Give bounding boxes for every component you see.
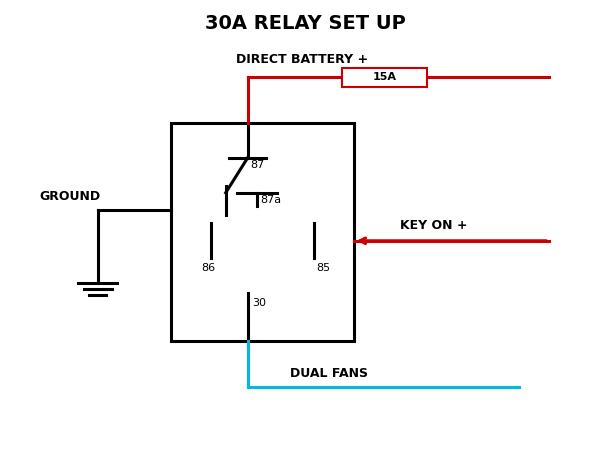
Text: 15A: 15A <box>372 72 396 82</box>
Text: 30A RELAY SET UP: 30A RELAY SET UP <box>204 14 406 33</box>
Text: DUAL FANS: DUAL FANS <box>290 367 368 380</box>
Text: 86: 86 <box>201 263 215 273</box>
Text: 85: 85 <box>317 263 331 273</box>
Text: KEY ON +: KEY ON + <box>400 219 467 232</box>
Bar <box>171 123 354 341</box>
Text: 30: 30 <box>253 298 267 308</box>
Text: 87a: 87a <box>260 195 281 205</box>
Bar <box>342 68 427 87</box>
Text: GROUND: GROUND <box>40 190 101 203</box>
Text: DIRECT BATTERY +: DIRECT BATTERY + <box>236 53 368 66</box>
Text: 87: 87 <box>251 160 265 170</box>
